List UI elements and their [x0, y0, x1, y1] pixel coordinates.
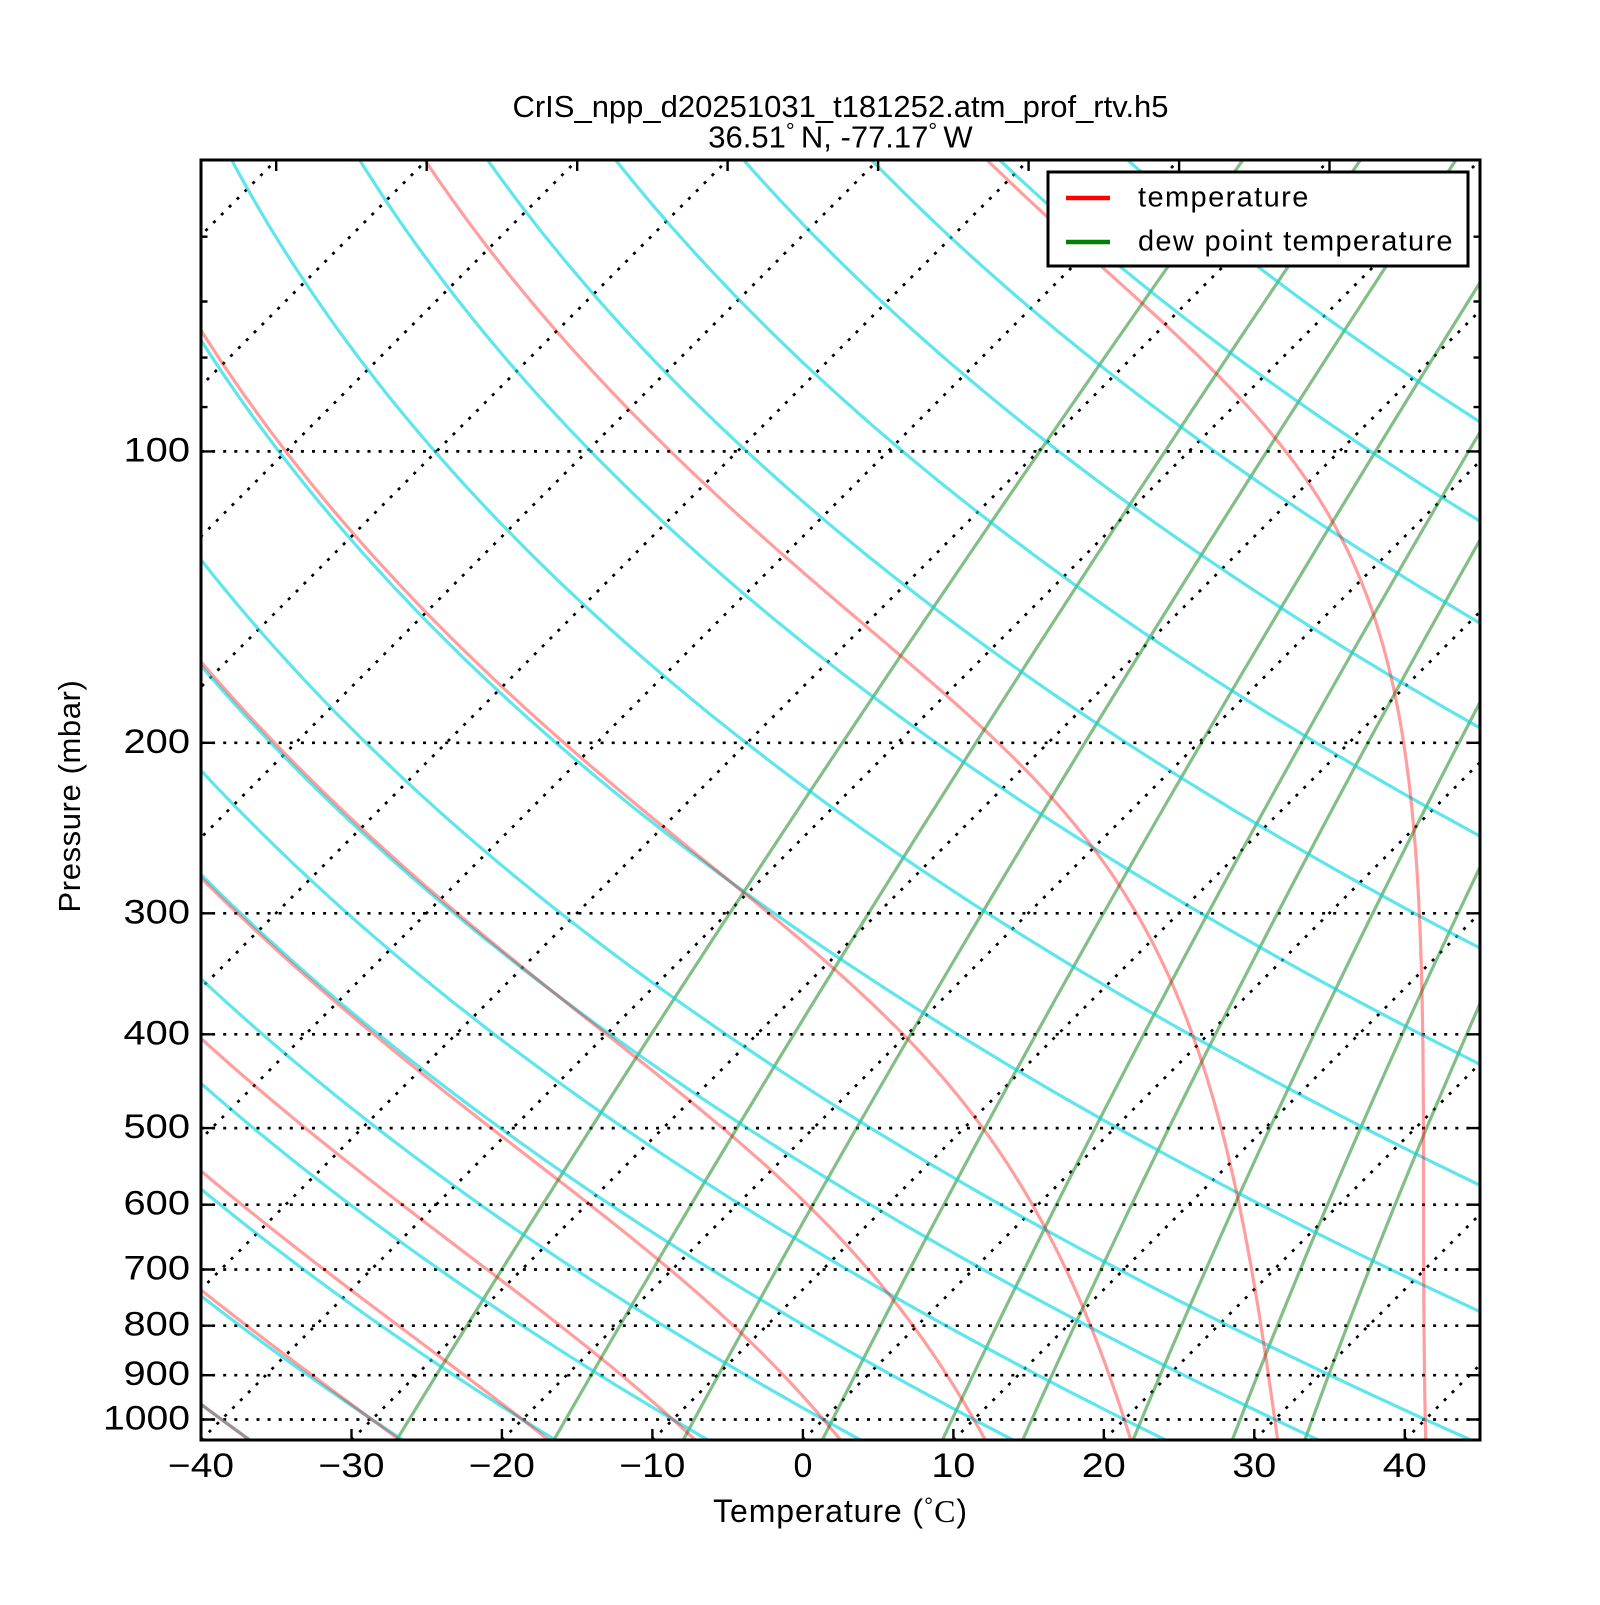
svg-text:−20: −20 [469, 1447, 535, 1485]
svg-text:700: 700 [124, 1250, 191, 1288]
svg-text:30: 30 [1232, 1447, 1276, 1485]
svg-text:600: 600 [124, 1185, 191, 1223]
svg-text:Pressure (mbar): Pressure (mbar) [52, 680, 87, 913]
svg-text:−10: −10 [619, 1447, 685, 1485]
svg-text:10: 10 [931, 1447, 975, 1485]
svg-text:300: 300 [124, 893, 191, 931]
svg-text:0: 0 [793, 1447, 812, 1485]
svg-text:900: 900 [124, 1355, 191, 1393]
svg-text:200: 200 [124, 723, 191, 761]
svg-text:500: 500 [124, 1108, 191, 1146]
svg-text:temperature: temperature [1138, 182, 1310, 214]
svg-text:dew point temperature: dew point temperature [1138, 226, 1454, 258]
svg-text:40: 40 [1383, 1447, 1427, 1485]
svg-text:−40: −40 [168, 1447, 234, 1485]
svg-text:400: 400 [124, 1014, 191, 1052]
svg-text:20: 20 [1082, 1447, 1126, 1485]
svg-text:100: 100 [124, 431, 191, 469]
svg-text:1000: 1000 [103, 1400, 190, 1438]
svg-text:−30: −30 [319, 1447, 385, 1485]
svg-text:800: 800 [124, 1306, 191, 1344]
svg-text:CrIS_npp_d20251031_t181252.atm: CrIS_npp_d20251031_t181252.atm_prof_rtv.… [512, 89, 1168, 124]
